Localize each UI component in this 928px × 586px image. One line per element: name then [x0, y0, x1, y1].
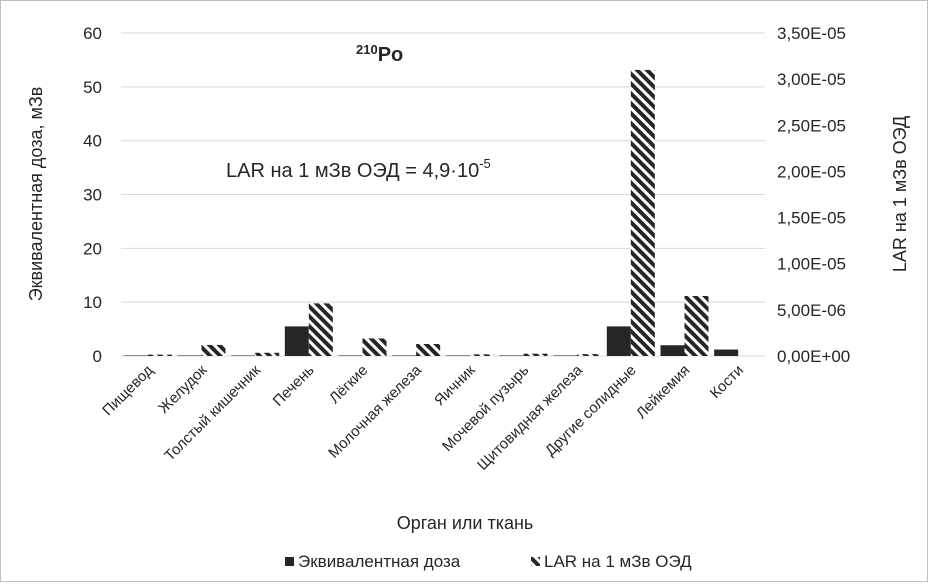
left-tick-label: 30 [83, 186, 102, 205]
bar-equivalent-dose [123, 355, 148, 356]
left-tick-label: 0 [93, 347, 102, 366]
category-label: Печень [270, 362, 318, 410]
bar-lar [577, 354, 602, 356]
legend-swatch-dose [285, 557, 294, 566]
chart-title: 210Po [356, 42, 403, 66]
bar-equivalent-dose [714, 349, 739, 356]
bar-lar [308, 303, 333, 356]
category-label: Яичник [431, 362, 479, 410]
bar-equivalent-dose [338, 355, 363, 356]
category-label: Лейкемия [633, 362, 693, 422]
category-label: Щитовидная железа [474, 361, 586, 473]
gridlines [121, 32, 765, 357]
legend-swatch-lar [531, 557, 540, 566]
left-tick-label: 20 [83, 239, 102, 258]
right-tick-label: 2,00E-05 [777, 162, 846, 181]
right-tick-label: 0,00E+00 [777, 347, 850, 366]
x-axis-title: Орган или ткань [397, 513, 534, 533]
bar-equivalent-dose [660, 345, 685, 356]
category-label: Желудок [155, 362, 210, 417]
bar-equivalent-dose [231, 355, 256, 356]
bar-equivalent-dose [445, 355, 470, 356]
bar-lar [523, 353, 548, 356]
lar-annotation-exponent: -5 [479, 156, 491, 171]
right-tick-label: 2,50E-05 [777, 116, 846, 135]
legend-label-lar: LAR на 1 мЗв ОЭД [544, 552, 692, 571]
category-label: Толстый кишечник [161, 362, 264, 465]
bar-equivalent-dose [284, 326, 309, 356]
lar-annotation-main: LAR на 1 мЗв ОЭД = 4,9·10 [226, 160, 479, 182]
right-axis-ticks: 0,00E+00 5,00E-06 1,00E-05 1,50E-05 2,00E-05… [777, 24, 850, 366]
left-axis-ticks: 0 10 20 30 40 50 60 [83, 24, 102, 366]
bars [123, 69, 739, 357]
right-tick-label: 1,50E-05 [777, 209, 846, 228]
title-mass-number: 210 [356, 42, 378, 57]
legend: Эквивалентная доза LAR на 1 мЗв ОЭД [285, 552, 692, 571]
bar-equivalent-dose [392, 355, 417, 356]
left-tick-label: 50 [83, 78, 102, 97]
left-tick-label: 60 [83, 24, 102, 43]
legend-label-dose: Эквивалентная доза [298, 552, 461, 571]
bar-lar [362, 338, 387, 356]
right-tick-label: 3,00E-05 [777, 70, 846, 89]
bar-equivalent-dose [499, 355, 524, 356]
left-tick-label: 10 [83, 293, 102, 312]
category-label: Молочная железа [325, 361, 425, 461]
category-label: Кости [707, 362, 747, 402]
bar-equivalent-dose [177, 355, 202, 356]
bar-lar [469, 354, 494, 356]
left-tick-label: 40 [83, 132, 102, 151]
bar-equivalent-dose [553, 355, 578, 356]
title-element: Po [378, 44, 404, 66]
lar-annotation: LAR на 1 мЗв ОЭД = 4,9·10-5 [226, 156, 491, 182]
right-tick-label: 3,50E-05 [777, 24, 846, 43]
left-axis-title: Эквивалентная доза, мЗв [26, 87, 46, 302]
category-label: Лёгкие [326, 362, 371, 407]
right-axis-title: LAR на 1 мЗв ОЭД [890, 116, 910, 272]
category-label: Другие солидные [542, 362, 640, 460]
bar-lar [255, 352, 280, 356]
bar-lar [630, 69, 655, 357]
bar-lar [147, 354, 172, 356]
right-tick-label: 1,00E-05 [777, 255, 846, 274]
bar-lar [684, 296, 709, 356]
bar-lar [201, 344, 226, 356]
category-label: Пищевод [99, 362, 157, 420]
right-tick-label: 5,00E-06 [777, 301, 846, 320]
bar-lar [416, 344, 441, 356]
bar-equivalent-dose [606, 326, 631, 356]
